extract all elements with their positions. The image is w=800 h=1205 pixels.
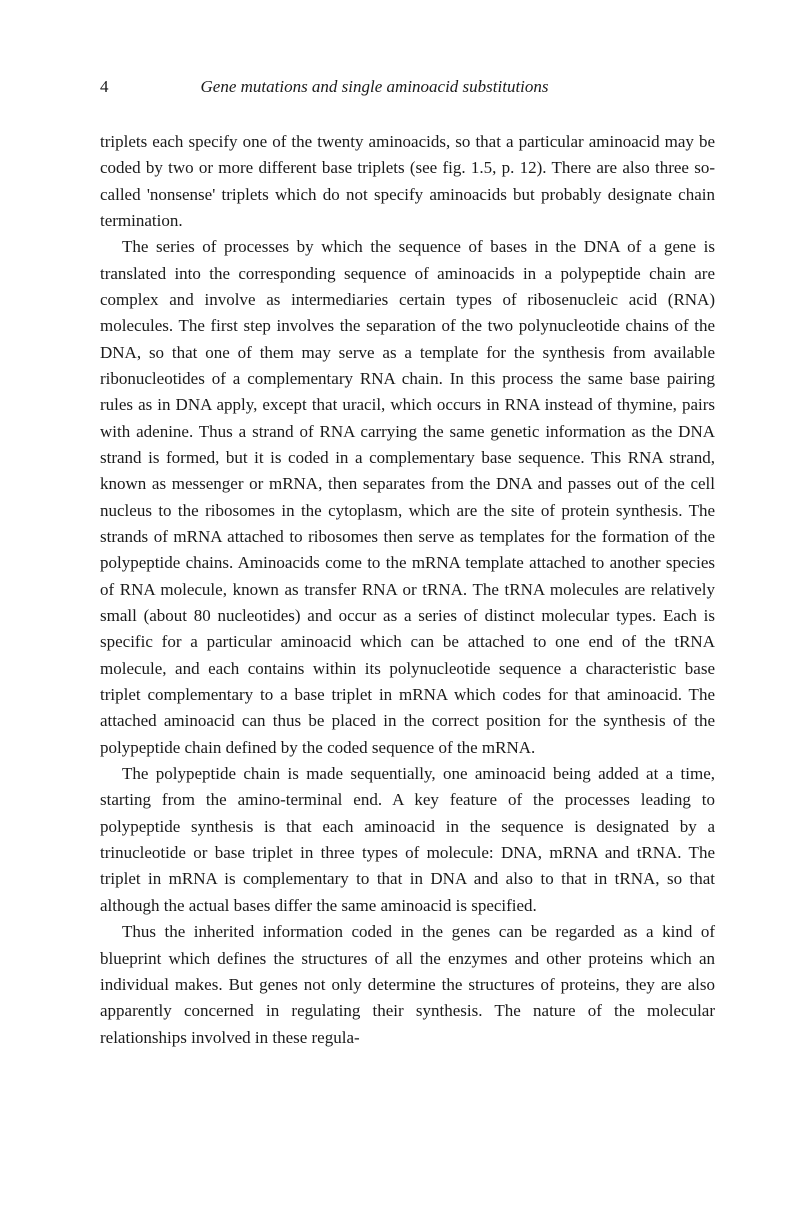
paragraph-3: The polypeptide chain is made sequential… — [100, 761, 715, 919]
paragraph-2: The series of processes by which the seq… — [100, 234, 715, 761]
paragraph-4: Thus the inherited information coded in … — [100, 919, 715, 1051]
header-title: Gene mutations and single aminoacid subs… — [201, 74, 549, 101]
paragraph-1: triplets each specify one of the twenty … — [100, 129, 715, 234]
page-number: 4 — [100, 74, 109, 101]
page-header: 4 Gene mutations and single aminoacid su… — [100, 74, 715, 101]
body-content: triplets each specify one of the twenty … — [100, 129, 715, 1051]
